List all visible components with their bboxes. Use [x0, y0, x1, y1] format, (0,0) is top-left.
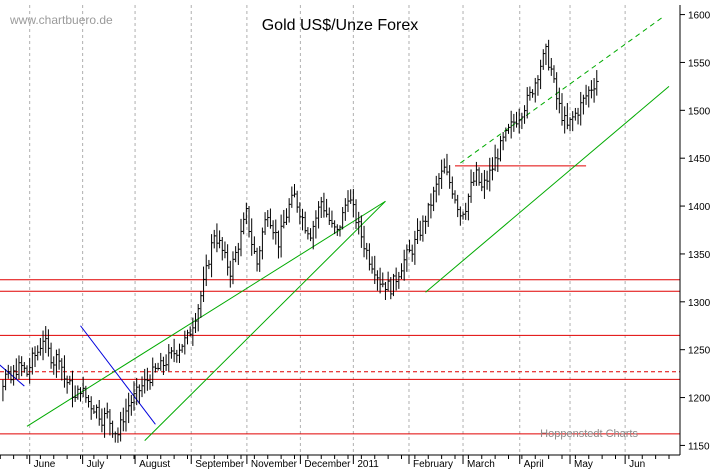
x-tick-label: September [195, 459, 245, 470]
y-tick-label: 1350 [688, 250, 711, 261]
x-tick-label: June [34, 459, 56, 470]
y-tick-label: 1600 [688, 11, 711, 22]
axes: 1150 1200 1250 1300 1350 1400 1450 1500 1550 1600… [0, 5, 711, 470]
trendline [425, 86, 670, 293]
trendline [0, 364, 25, 387]
x-tick-label: March [467, 459, 495, 470]
trendline [80, 325, 156, 425]
y-tick-label: 1500 [688, 106, 711, 117]
horizontal-levels [0, 165, 680, 435]
trendlines [0, 16, 670, 441]
x-tick-label: July [87, 459, 105, 470]
x-tick-label: December [304, 459, 351, 470]
chart-title: Gold US$/Unze Forex [262, 17, 419, 34]
x-tick-label: Jun [629, 459, 645, 470]
y-tick-label: 1150 [688, 441, 710, 452]
y-tick-label: 1300 [688, 298, 711, 309]
y-tick-label: 1200 [688, 394, 711, 405]
x-tick-label: May [574, 459, 593, 470]
y-tick-label: 1550 [688, 58, 711, 69]
x-tick-label: April [524, 459, 544, 470]
x-tick-label: 2011 [357, 459, 379, 470]
trendline [460, 16, 664, 164]
x-tick-label: August [139, 459, 170, 470]
price-bars [2, 39, 599, 443]
grid-layer [29, 5, 626, 455]
trendline [144, 200, 386, 441]
watermark-text: www.chartbuero.de [9, 13, 113, 27]
y-tick-label: 1400 [688, 202, 711, 213]
x-tick-label: February [413, 459, 453, 470]
y-tick-label: 1250 [688, 346, 711, 357]
x-tick-label: November [251, 459, 298, 470]
y-tick-label: 1450 [688, 154, 711, 165]
trendline [26, 200, 386, 427]
credit-text: Hoppenstedt Charts [540, 428, 638, 440]
